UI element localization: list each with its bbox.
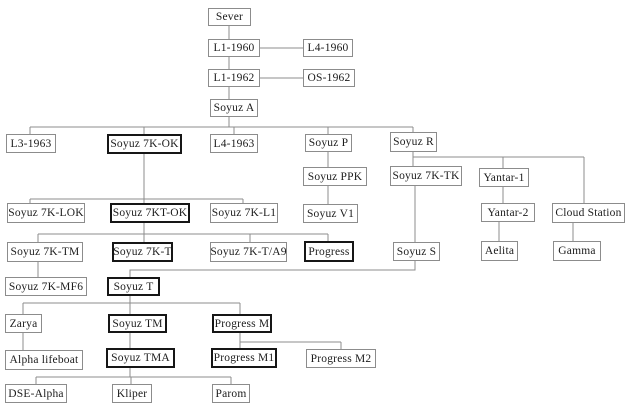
node-kliper: Kliper: [112, 384, 152, 403]
node-progress-m2: Progress M2: [306, 349, 376, 368]
node-soyuz-a: Soyuz A: [210, 99, 258, 117]
node-l1-1962: L1-1962: [208, 69, 260, 87]
node-soyuz-tma: Soyuz TMA: [106, 348, 175, 368]
node-soyuz-7k-tm: Soyuz 7K-TM: [7, 242, 83, 262]
node-alpha-lifeboat: Alpha lifeboat: [5, 350, 83, 370]
node-dse-alpha: DSE-Alpha: [5, 384, 67, 403]
node-soyuz-t: Soyuz T: [107, 277, 160, 296]
node-soyuz-7k-ok: Soyuz 7K-OK: [107, 134, 182, 154]
node-soyuz-7k-mf6: Soyuz 7K-MF6: [5, 277, 87, 296]
node-soyuz-7k-l1: Soyuz 7K-L1: [210, 203, 278, 223]
node-soyuz-r: Soyuz R: [390, 132, 437, 152]
node-aelita: Aelita: [481, 241, 518, 261]
node-progress-m: Progress M: [212, 314, 272, 333]
node-yantar-1: Yantar-1: [479, 168, 529, 187]
node-l4-1963: L4-1963: [210, 134, 258, 153]
node-soyuz-7k-tk: Soyuz 7K-TK: [390, 166, 462, 186]
node-os-1962: OS-1962: [303, 69, 355, 87]
node-sever: Sever: [208, 8, 251, 26]
node-soyuz-v1: Soyuz V1: [303, 204, 358, 223]
node-soyuz-ppk: Soyuz PPK: [303, 167, 367, 186]
node-parom: Parom: [212, 384, 250, 403]
node-soyuz-7k-t-a9: Soyuz 7K-T/A9: [210, 242, 287, 262]
node-soyuz-s: Soyuz S: [393, 242, 440, 261]
node-cloud-station: Cloud Station: [552, 203, 625, 223]
node-soyuz-7k-lok: Soyuz 7K-LOK: [7, 203, 85, 223]
node-l1-1960: L1-1960: [208, 39, 260, 57]
node-yantar-2: Yantar-2: [481, 203, 535, 222]
node-gamma: Gamma: [553, 241, 601, 261]
node-soyuz-7k-t: Soyuz 7K-T: [112, 242, 173, 262]
node-l4-1960: L4-1960: [303, 39, 353, 57]
node-l3-1963: L3-1963: [6, 134, 56, 153]
connector-line: [129, 261, 416, 277]
node-progress: Progress: [304, 241, 354, 262]
node-soyuz-tm: Soyuz TM: [108, 314, 167, 333]
node-zarya: Zarya: [5, 314, 42, 333]
node-soyuz-7kt-ok: Soyuz 7KT-OK: [110, 203, 190, 223]
node-progress-m1: Progress M1: [211, 348, 277, 368]
node-soyuz-p: Soyuz P: [305, 134, 352, 152]
